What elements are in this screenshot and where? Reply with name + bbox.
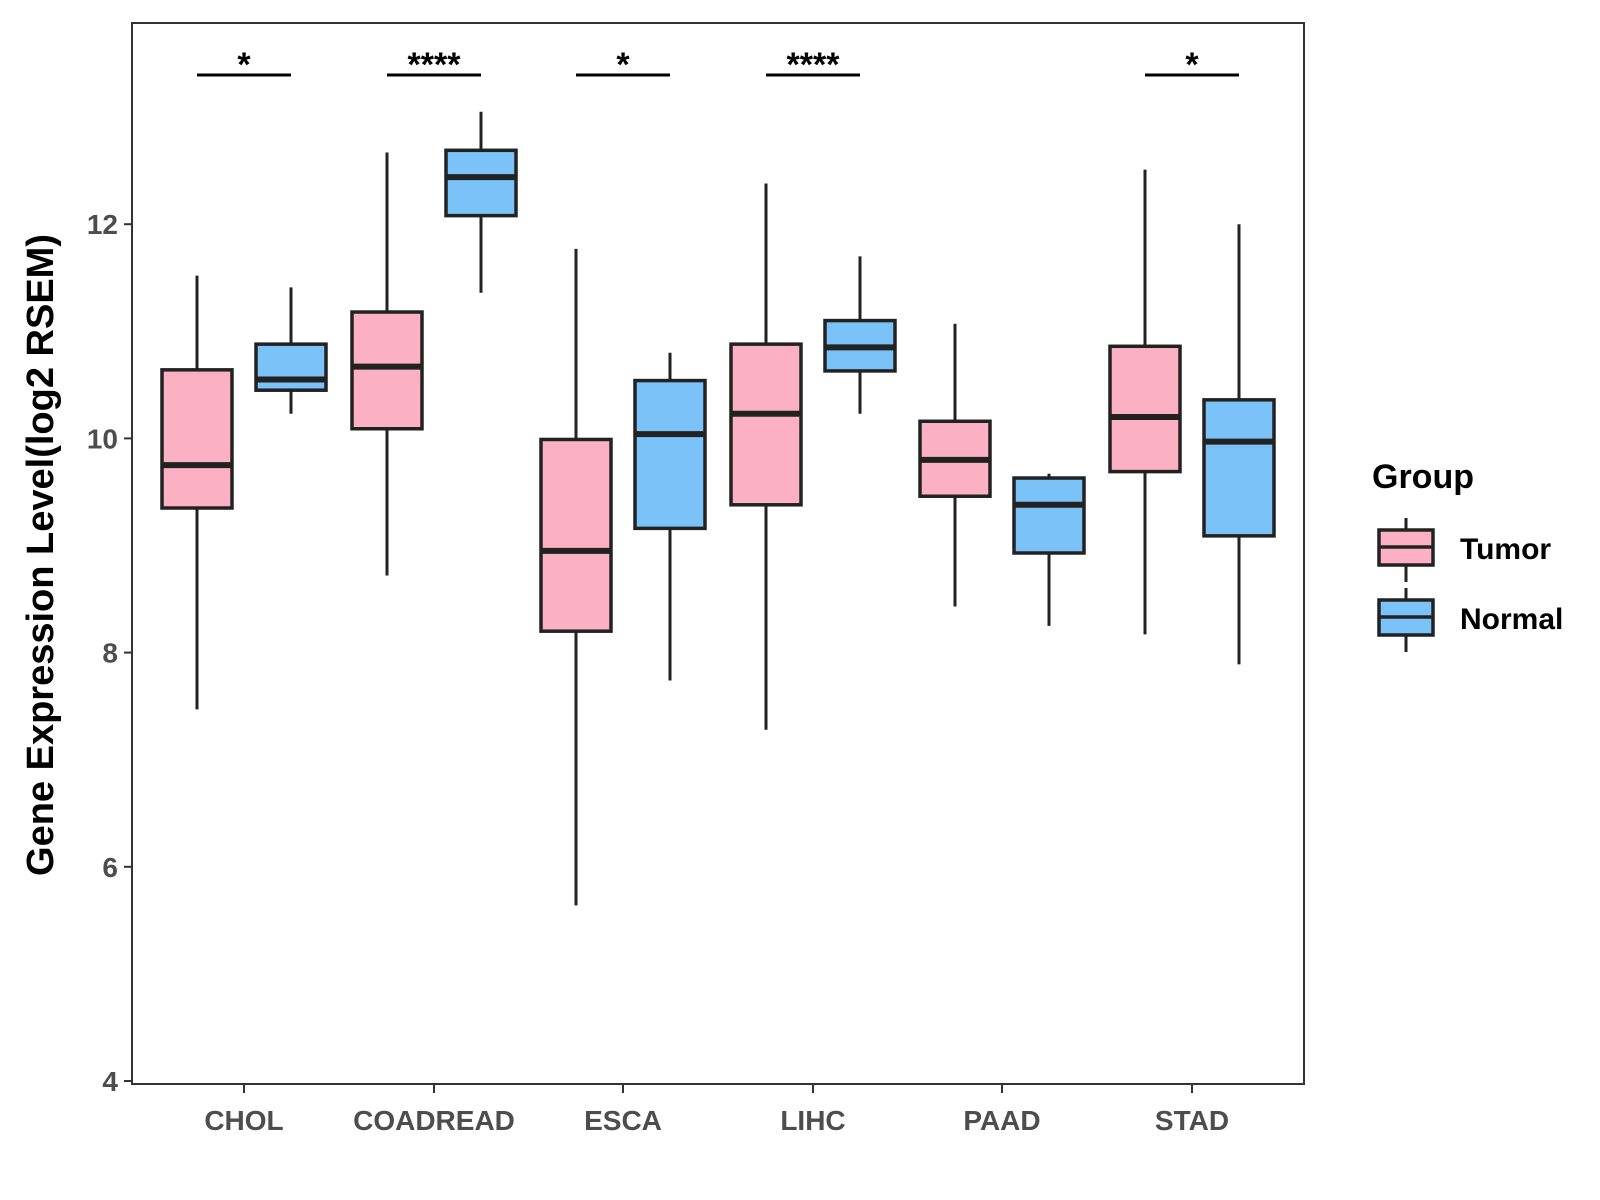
significance-esca: * xyxy=(576,46,670,84)
significance-layer: * **** * **** * xyxy=(197,46,1239,84)
x-tick-label-lihc: LIHC xyxy=(780,1105,845,1136)
y-tick-label-10: 10 xyxy=(87,423,118,454)
box-coadread-normal xyxy=(444,111,518,293)
significance-coadread: **** xyxy=(387,46,481,84)
significance-label: **** xyxy=(787,46,841,84)
y-tick-label-8: 8 xyxy=(102,638,118,669)
significance-lihc: **** xyxy=(766,46,860,84)
significance-stad: * xyxy=(1145,46,1239,84)
significance-label: **** xyxy=(408,46,462,84)
significance-label: * xyxy=(1185,46,1199,84)
box-stad-tumor xyxy=(1108,169,1182,635)
significance-label: * xyxy=(237,46,251,84)
legend-item-normal: Normal xyxy=(1377,588,1563,652)
x-tick-label-chol: CHOL xyxy=(204,1105,283,1136)
box-body xyxy=(1012,476,1086,555)
box-paad-tumor xyxy=(918,323,992,607)
x-axis: CHOL COADREAD ESCA LIHC PAAD STAD xyxy=(204,1084,1229,1136)
box-body xyxy=(1108,344,1182,474)
box-stad-normal xyxy=(1202,224,1276,665)
significance-label: * xyxy=(616,46,630,84)
box-body xyxy=(539,437,613,633)
boxes-layer xyxy=(160,111,1276,906)
legend-label-normal: Normal xyxy=(1460,603,1563,636)
box-body xyxy=(444,148,518,218)
x-tick-label-coadread: COADREAD xyxy=(353,1105,515,1136)
box-paad-normal xyxy=(1012,473,1086,626)
y-tick-label-12: 12 xyxy=(87,209,118,240)
y-tick-label-6: 6 xyxy=(102,852,118,883)
box-lihc-normal xyxy=(823,256,897,414)
legend-item-tumor: Tumor xyxy=(1377,518,1551,582)
legend: Group Tumor Normal xyxy=(1372,458,1563,652)
x-tick-label-stad: STAD xyxy=(1155,1105,1229,1136)
box-body xyxy=(160,368,234,510)
box-chol-tumor xyxy=(160,275,234,710)
plot-panel xyxy=(131,22,1305,1085)
box-body xyxy=(350,310,424,431)
legend-label-tumor: Tumor xyxy=(1460,533,1551,566)
box-chol-normal xyxy=(254,287,328,414)
x-tick-label-paad: PAAD xyxy=(963,1105,1040,1136)
box-body xyxy=(633,378,707,531)
y-axis-title: Gene Expression Level(log2 RSEM) xyxy=(20,234,62,876)
box-esca-tumor xyxy=(539,248,613,906)
y-tick-label-4: 4 xyxy=(102,1066,118,1097)
box-body xyxy=(1202,398,1276,538)
box-body xyxy=(254,342,328,392)
legend-title: Group xyxy=(1372,458,1474,496)
y-axis: 4 6 8 10 12 xyxy=(87,209,132,1097)
box-body xyxy=(729,342,803,507)
box-coadread-tumor xyxy=(350,152,424,576)
box-lihc-tumor xyxy=(729,183,803,730)
box-esca-normal xyxy=(633,352,707,681)
x-tick-label-esca: ESCA xyxy=(584,1105,662,1136)
significance-chol: * xyxy=(197,46,291,84)
